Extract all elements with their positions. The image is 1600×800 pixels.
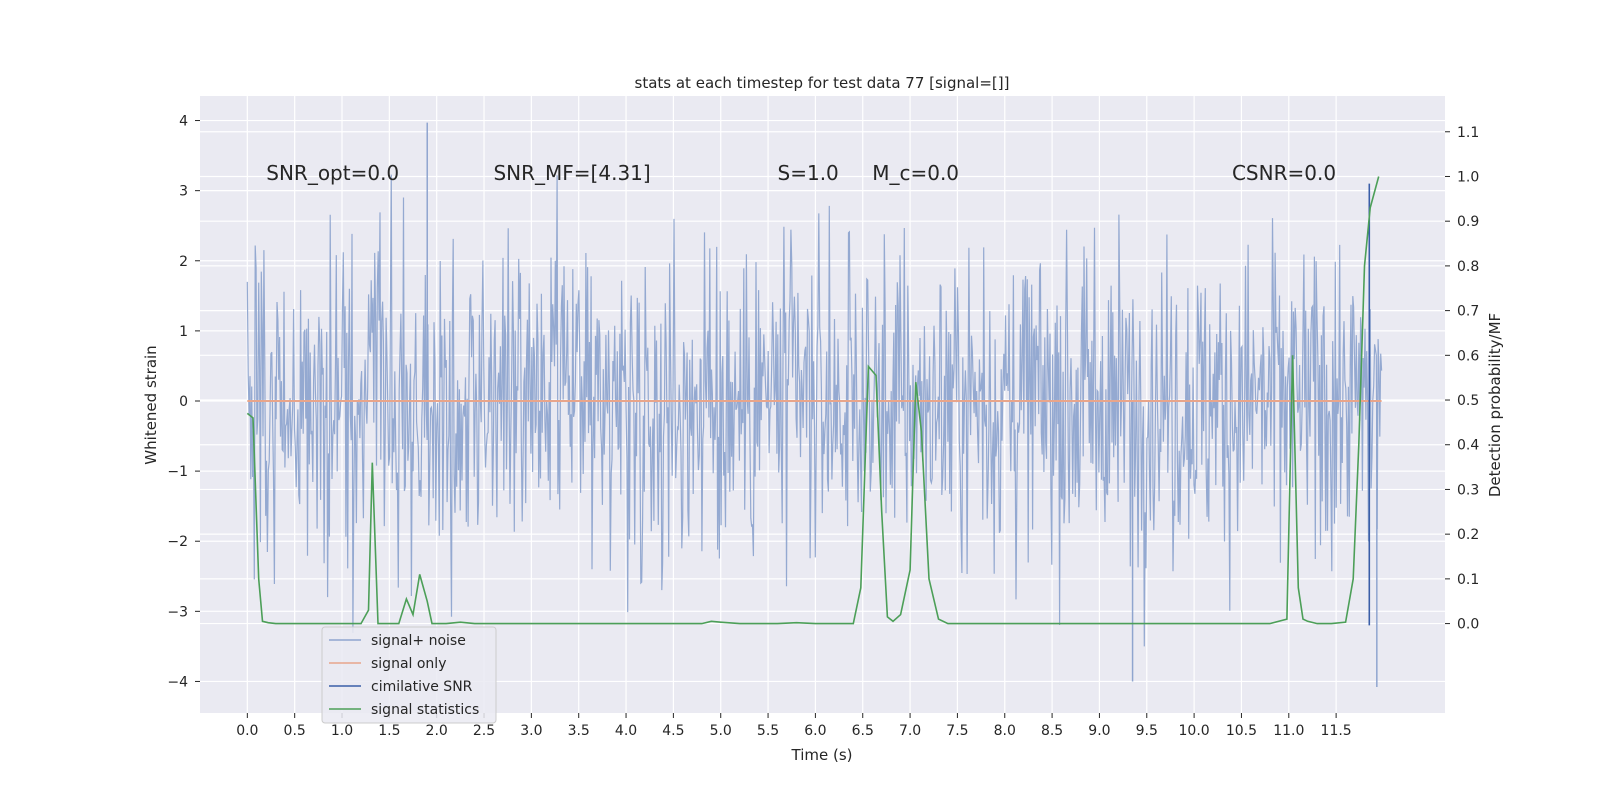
x-tick-label: 4.5	[662, 723, 684, 739]
y2-tick-label: 0.3	[1457, 482, 1479, 498]
y2-tick-label: 0.2	[1457, 527, 1479, 543]
y-tick-label: 2	[179, 254, 188, 270]
legend-label-signal-plus-noise: signal+ noise	[371, 633, 466, 649]
annotation-snr-opt: SNR_opt=0.0	[266, 161, 399, 185]
y2-tick-label: 0.0	[1457, 617, 1479, 633]
x-tick-label: 1.5	[378, 723, 400, 739]
legend-label-signal-only: signal only	[371, 656, 446, 672]
y2-tick-label: 0.1	[1457, 572, 1479, 588]
y-tick-label: −2	[167, 534, 188, 550]
y-tick-label: 3	[179, 184, 188, 200]
chart-title: stats at each timestep for test data 77 …	[635, 74, 1010, 92]
legend: signal+ noise signal only cimilative SNR…	[321, 626, 497, 724]
y-tick-label: −1	[167, 464, 188, 480]
series-path-signal-statistics	[246, 176, 1380, 625]
x-tick-label: 7.5	[946, 723, 968, 739]
y2-tick-label: 0.6	[1457, 348, 1479, 364]
x-tick-label: 3.0	[520, 723, 542, 739]
x-tick-label: 0.5	[284, 723, 306, 739]
x-tick-label: 11.5	[1321, 723, 1352, 739]
y2-axis-ticks: 0.0 0.1 0.2 0.3 0.4 0.5 0.6 0.7 0.8 0.9 1.0 1.1	[1445, 125, 1479, 633]
legend-label-cumulative-snr: cimilative SNR	[371, 679, 473, 695]
y2-tick-label: 0.4	[1457, 438, 1479, 454]
y-tick-label: 0	[179, 394, 188, 410]
y-tick-label: −3	[167, 604, 188, 620]
y2-tick-label: 0.5	[1457, 393, 1479, 409]
annotation-csnr: CSNR=0.0	[1232, 161, 1336, 185]
x-tick-label: 3.5	[568, 723, 590, 739]
y-tick-label: 1	[179, 324, 188, 340]
x-tick-label: 4.0	[615, 723, 637, 739]
x-tick-label: 5.0	[710, 723, 732, 739]
x-tick-label: 5.5	[757, 723, 779, 739]
series-signal-plus-noise	[246, 122, 1383, 688]
y2-tick-label: 1.1	[1457, 125, 1479, 141]
y2-tick-label: 0.7	[1457, 304, 1479, 320]
x-axis-ticks: 0.0 0.5 1.0 1.5 2.0 2.5 3.0 3.5 4.0 4.5 5.0 5.5 6.0 6…	[236, 713, 1352, 739]
annotation-snr-mf: SNR_MF=[4.31]	[493, 161, 650, 185]
annotation-s-val: S=1.0	[778, 161, 839, 185]
x-tick-label: 0.0	[236, 723, 258, 739]
x-tick-label: 7.0	[899, 723, 921, 739]
x-axis-label: Time (s)	[791, 746, 853, 764]
x-tick-label: 1.0	[331, 723, 353, 739]
x-tick-label: 9.5	[1136, 723, 1158, 739]
series-lines	[246, 176, 1382, 626]
y2-tick-label: 0.9	[1457, 214, 1479, 230]
plot-area	[200, 96, 1445, 713]
y-tick-label: −4	[167, 674, 188, 690]
x-tick-label: 6.5	[852, 723, 874, 739]
x-tick-label: 10.0	[1179, 723, 1210, 739]
x-tick-label: 2.0	[426, 723, 448, 739]
annotation-mc-val: M_c=0.0	[872, 161, 959, 185]
y-tick-label: 4	[179, 114, 188, 130]
x-tick-label: 10.5	[1226, 723, 1257, 739]
x-tick-label: 2.5	[473, 723, 495, 739]
x-tick-label: 8.0	[994, 723, 1016, 739]
x-tick-label: 8.5	[1041, 723, 1063, 739]
annotations: SNR_opt=0.0 SNR_MF=[4.31] S=1.0 M_c=0.0 CSNR…	[266, 161, 1336, 185]
y-axis-label: Whitened strain	[142, 345, 160, 464]
legend-label-signal-statistics: signal statistics	[371, 702, 479, 718]
y2-tick-label: 0.8	[1457, 259, 1479, 275]
x-tick-label: 11.0	[1273, 723, 1304, 739]
series-path-signal-plus-noise	[246, 174, 1383, 647]
x-tick-label: 6.0	[804, 723, 826, 739]
y2-tick-label: 1.0	[1457, 169, 1479, 185]
legend-box	[321, 626, 497, 724]
y-axis-ticks: −4 −3 −2 −1 0 1 2 3 4	[167, 114, 200, 690]
x-tick-label: 9.0	[1088, 723, 1110, 739]
y2-axis-label: Detection probability/MF	[1486, 313, 1504, 497]
